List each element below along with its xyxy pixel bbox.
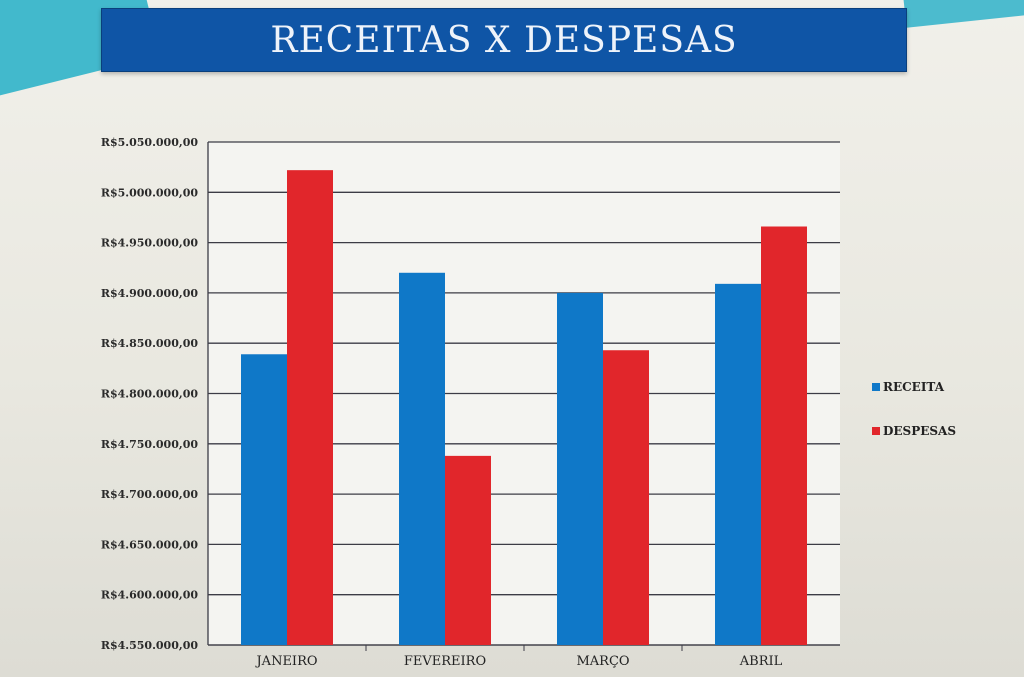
x-tick-label: FEVEREIRO xyxy=(404,654,486,669)
bar-despesas-janeiro xyxy=(287,170,333,645)
y-tick-label: R$4.850.000,00 xyxy=(101,337,199,350)
x-tick-label: JANEIRO xyxy=(254,654,317,669)
y-tick-label: R$5.000.000,00 xyxy=(101,186,199,199)
legend-swatch-despesas xyxy=(872,427,880,435)
legend-label-receita: RECEITA xyxy=(883,380,945,394)
y-tick-label: R$4.650.000,00 xyxy=(101,538,199,551)
y-tick-label: R$4.950.000,00 xyxy=(101,237,199,250)
y-tick-label: R$4.800.000,00 xyxy=(101,388,199,401)
legend-swatch-receita xyxy=(872,383,880,391)
legend-label-despesas: DESPESAS xyxy=(883,424,956,438)
bar-despesas-março xyxy=(603,350,649,645)
title-bar: RECEITAS X DESPESAS xyxy=(101,8,907,72)
bar-despesas-abril xyxy=(761,226,807,645)
bar-despesas-fevereiro xyxy=(445,455,491,645)
y-tick-label: R$4.900.000,00 xyxy=(101,287,199,300)
y-tick-label: R$4.550.000,00 xyxy=(101,639,199,652)
bar-receita-janeiro xyxy=(241,354,287,645)
y-tick-label: R$4.750.000,00 xyxy=(101,438,199,451)
y-tick-label: R$4.600.000,00 xyxy=(101,589,199,602)
y-tick-label: R$4.700.000,00 xyxy=(101,488,199,501)
bar-receita-fevereiro xyxy=(399,272,445,645)
x-tick-label: ABRIL xyxy=(739,654,783,669)
y-tick-label: R$5.050.000,00 xyxy=(101,136,199,149)
x-tick-label: MARÇO xyxy=(576,654,629,669)
bar-receita-março xyxy=(557,292,603,645)
bar-receita-abril xyxy=(715,283,761,645)
slide-title: RECEITAS X DESPESAS xyxy=(270,19,738,61)
